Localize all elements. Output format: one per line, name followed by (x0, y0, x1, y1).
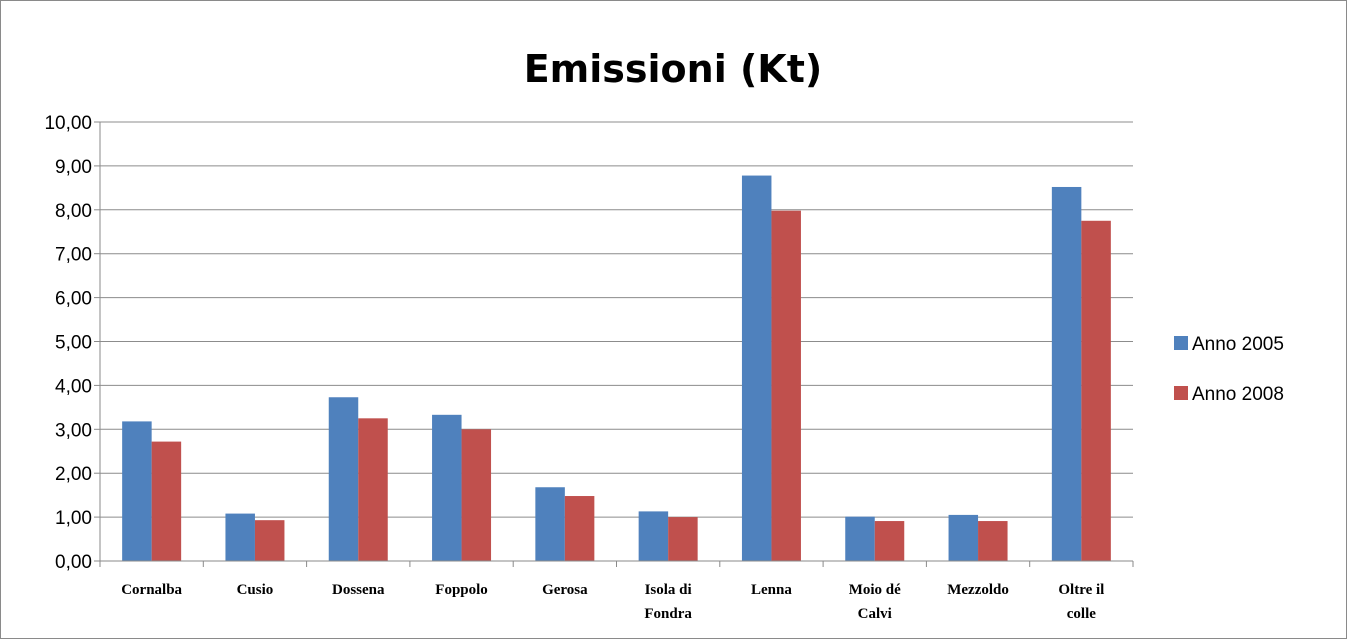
x-tick-label: Isola di Fondra (644, 582, 692, 622)
bar-anno-2005 (845, 516, 875, 561)
legend: Anno 2005 Anno 2008 (1174, 334, 1284, 405)
y-tick-label: 9,00 (55, 157, 92, 178)
bar-anno-2005 (122, 421, 152, 561)
y-axis-tick-labels: 0,00 1,00 2,00 3,00 4,00 5,00 6,00 7,00 8,00 9,00… (44, 113, 92, 573)
x-tick-label: Moio dé Calvi (849, 582, 901, 622)
x-tick-label: Cornalba (121, 582, 182, 598)
bar-anno-2008 (668, 517, 698, 561)
y-tick-label: 6,00 (55, 289, 92, 310)
x-tick-label: Dossena (332, 582, 385, 598)
bar-anno-2005 (741, 175, 772, 562)
bar-anno-2005 (535, 487, 565, 561)
bar-anno-2005 (328, 397, 359, 561)
bar-anno-2008 (254, 520, 285, 561)
x-tick-label: Gerosa (542, 582, 588, 598)
bar-anno-2005 (225, 513, 255, 561)
legend-label: Anno 2005 (1192, 334, 1284, 355)
bar-anno-2008 (771, 210, 801, 562)
bar-anno-2008 (358, 418, 388, 561)
y-tick-label: 5,00 (55, 333, 92, 354)
y-tick-label: 2,00 (55, 464, 92, 485)
bar-anno-2008 (978, 521, 1008, 561)
legend-swatch (1174, 336, 1188, 350)
bar-anno-2008 (564, 496, 595, 561)
x-tick-label: Oltre il colle (1058, 582, 1104, 622)
bars (122, 175, 1111, 562)
chart-title: Emissioni (Kt) (524, 47, 823, 91)
legend-label: Anno 2008 (1192, 384, 1284, 405)
legend-swatch (1174, 386, 1188, 400)
gridlines (94, 121, 1133, 562)
x-axis (99, 560, 1134, 567)
bar-anno-2005 (1051, 186, 1082, 562)
y-tick-label: 7,00 (55, 245, 92, 266)
bar-anno-2005 (432, 414, 462, 561)
bar-anno-2008 (1081, 220, 1111, 561)
bar-anno-2008 (461, 429, 492, 561)
y-tick-label: 0,00 (55, 552, 92, 573)
bar-anno-2008 (151, 441, 182, 561)
y-tick-label: 4,00 (55, 376, 92, 397)
x-tick-label: Mezzoldo (947, 582, 1009, 598)
bar-anno-2008 (874, 521, 905, 561)
y-tick-label: 3,00 (55, 420, 92, 441)
y-tick-label: 8,00 (55, 201, 92, 222)
y-tick-label: 1,00 (55, 508, 92, 529)
x-tick-label: Cusio (237, 582, 274, 598)
bar-anno-2005 (948, 514, 979, 561)
x-tick-label: Lenna (751, 582, 792, 598)
x-axis-tick-labels: Cornalba Cusio Dossena Foppolo Gerosa Isola d… (121, 582, 1104, 622)
y-tick-label: 10,00 (44, 113, 92, 134)
bar-anno-2005 (638, 511, 669, 561)
x-tick-label: Foppolo (435, 582, 488, 598)
